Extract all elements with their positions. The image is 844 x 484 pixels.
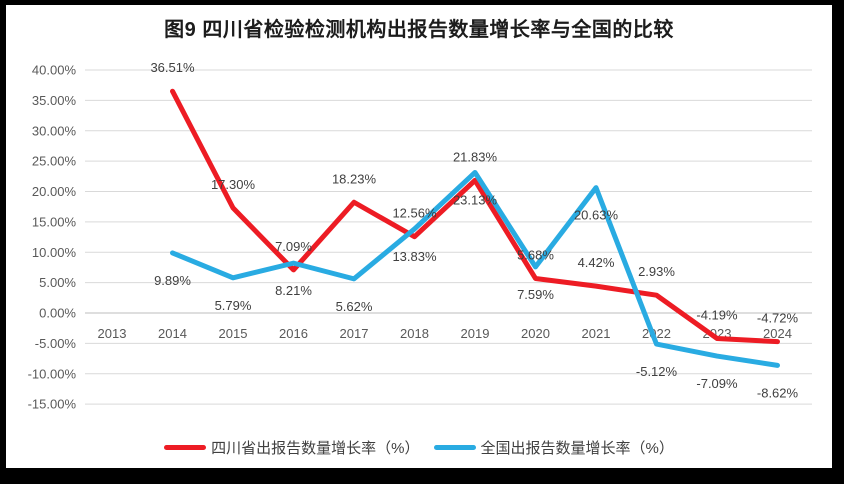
data-label: 23.13% [453, 192, 498, 207]
legend-label-national: 全国出报告数量增长率（%） [480, 439, 674, 457]
chart-title: 图9 四川省检验检测机构出报告数量增长率与全国的比较 [164, 19, 674, 41]
y-axis-tick-label: -10.00% [28, 366, 77, 381]
x-axis-tick-label: 2021 [582, 326, 611, 341]
y-axis-tick-label: 30.00% [32, 123, 77, 138]
data-label: -4.72% [757, 311, 799, 326]
chart-canvas [6, 5, 832, 468]
y-axis-tick-label: 10.00% [32, 245, 77, 260]
data-label: 4.42% [578, 255, 615, 270]
data-label: 2.93% [638, 264, 675, 279]
data-label: 5.68% [517, 247, 554, 262]
data-label: -4.19% [696, 307, 738, 322]
data-label: 17.30% [211, 177, 256, 192]
data-label: 36.51% [150, 60, 195, 75]
x-axis-tick-label: 2017 [340, 326, 369, 341]
data-label: 21.83% [453, 149, 498, 164]
legend-item-sichuan: 四川省出报告数量增长率（%） [164, 437, 420, 458]
y-axis-tick-label: 25.00% [32, 154, 77, 169]
data-label: 8.21% [275, 283, 312, 298]
x-axis-tick-label: 2014 [158, 326, 187, 341]
data-label: -8.62% [757, 385, 799, 400]
x-axis-tick-label: 2024 [763, 326, 792, 341]
y-axis-tick-label: 35.00% [32, 93, 77, 108]
x-axis-tick-label: 2013 [98, 326, 127, 341]
x-axis-tick-label: 2018 [400, 326, 429, 341]
blue-line-swatch-icon [433, 444, 476, 450]
y-axis-tick-label: 40.00% [32, 63, 77, 78]
data-label: 20.63% [574, 208, 619, 223]
y-axis-tick-label: 15.00% [32, 214, 77, 229]
data-label: 7.59% [517, 287, 554, 302]
data-label: 5.62% [336, 299, 373, 314]
x-axis-tick-label: 2020 [521, 326, 550, 341]
series-line-sichuan [170, 88, 780, 345]
data-label: -7.09% [696, 376, 738, 391]
legend-item-national: 全国出报告数量增长率（%） [433, 437, 674, 458]
x-axis-tick-label: 2015 [219, 326, 248, 341]
data-label: 13.83% [392, 249, 437, 264]
y-axis-tick-label: 0.00% [39, 306, 76, 321]
data-label: 5.79% [215, 298, 252, 313]
legend-label-sichuan: 四川省出报告数量增长率（%） [211, 439, 420, 457]
series-line-national [170, 169, 780, 368]
data-label: 7.09% [275, 239, 312, 254]
data-label: 12.56% [392, 206, 437, 221]
y-axis-tick-label: -15.00% [28, 397, 77, 412]
data-label: 18.23% [332, 171, 377, 186]
y-axis-tick-label: -5.00% [35, 336, 77, 351]
y-axis-tick-label: 5.00% [39, 275, 76, 290]
data-label: 9.89% [154, 273, 191, 288]
x-axis-tick-label: 2016 [279, 326, 308, 341]
x-axis-tick-label: 2019 [461, 326, 490, 341]
red-line-swatch-icon [164, 444, 207, 450]
y-axis-tick-label: 20.00% [32, 184, 77, 199]
legend: 四川省出报告数量增长率（%） 全国出报告数量增长率（%） [6, 436, 832, 458]
data-label: -5.12% [636, 364, 678, 379]
